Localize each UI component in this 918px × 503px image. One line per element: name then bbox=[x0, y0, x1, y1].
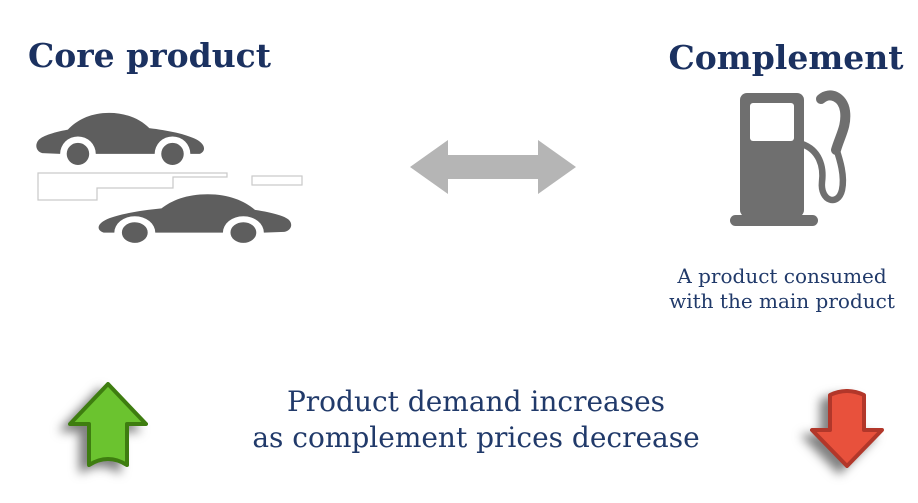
core-product-title: Core product bbox=[28, 36, 272, 75]
complement-caption-line1: A product consumed bbox=[677, 264, 887, 288]
pump-nozzle bbox=[816, 90, 851, 155]
car-top-icon bbox=[35, 111, 206, 168]
ghost-outline-box bbox=[251, 175, 303, 186]
pump-base bbox=[730, 215, 818, 226]
up-arrow-icon bbox=[68, 382, 148, 467]
pump-screen bbox=[750, 103, 794, 141]
complement-caption-line2: with the main product bbox=[669, 289, 895, 313]
demand-statement: Product demand increases as complement p… bbox=[236, 384, 716, 456]
demand-statement-line2: as complement prices decrease bbox=[252, 421, 700, 454]
pump-hose bbox=[800, 140, 847, 204]
demand-statement-line1: Product demand increases bbox=[286, 385, 666, 418]
car-bottom-icon bbox=[97, 192, 293, 246]
down-arrow-icon bbox=[810, 389, 884, 468]
ghost-outline-steps bbox=[37, 172, 228, 201]
complement-title: Complement bbox=[668, 38, 904, 77]
complement-caption: A product consumed with the main product bbox=[640, 264, 918, 314]
fuel-pump-icon bbox=[730, 90, 851, 226]
double-arrow-icon bbox=[410, 140, 576, 194]
cars-icon bbox=[35, 111, 303, 246]
